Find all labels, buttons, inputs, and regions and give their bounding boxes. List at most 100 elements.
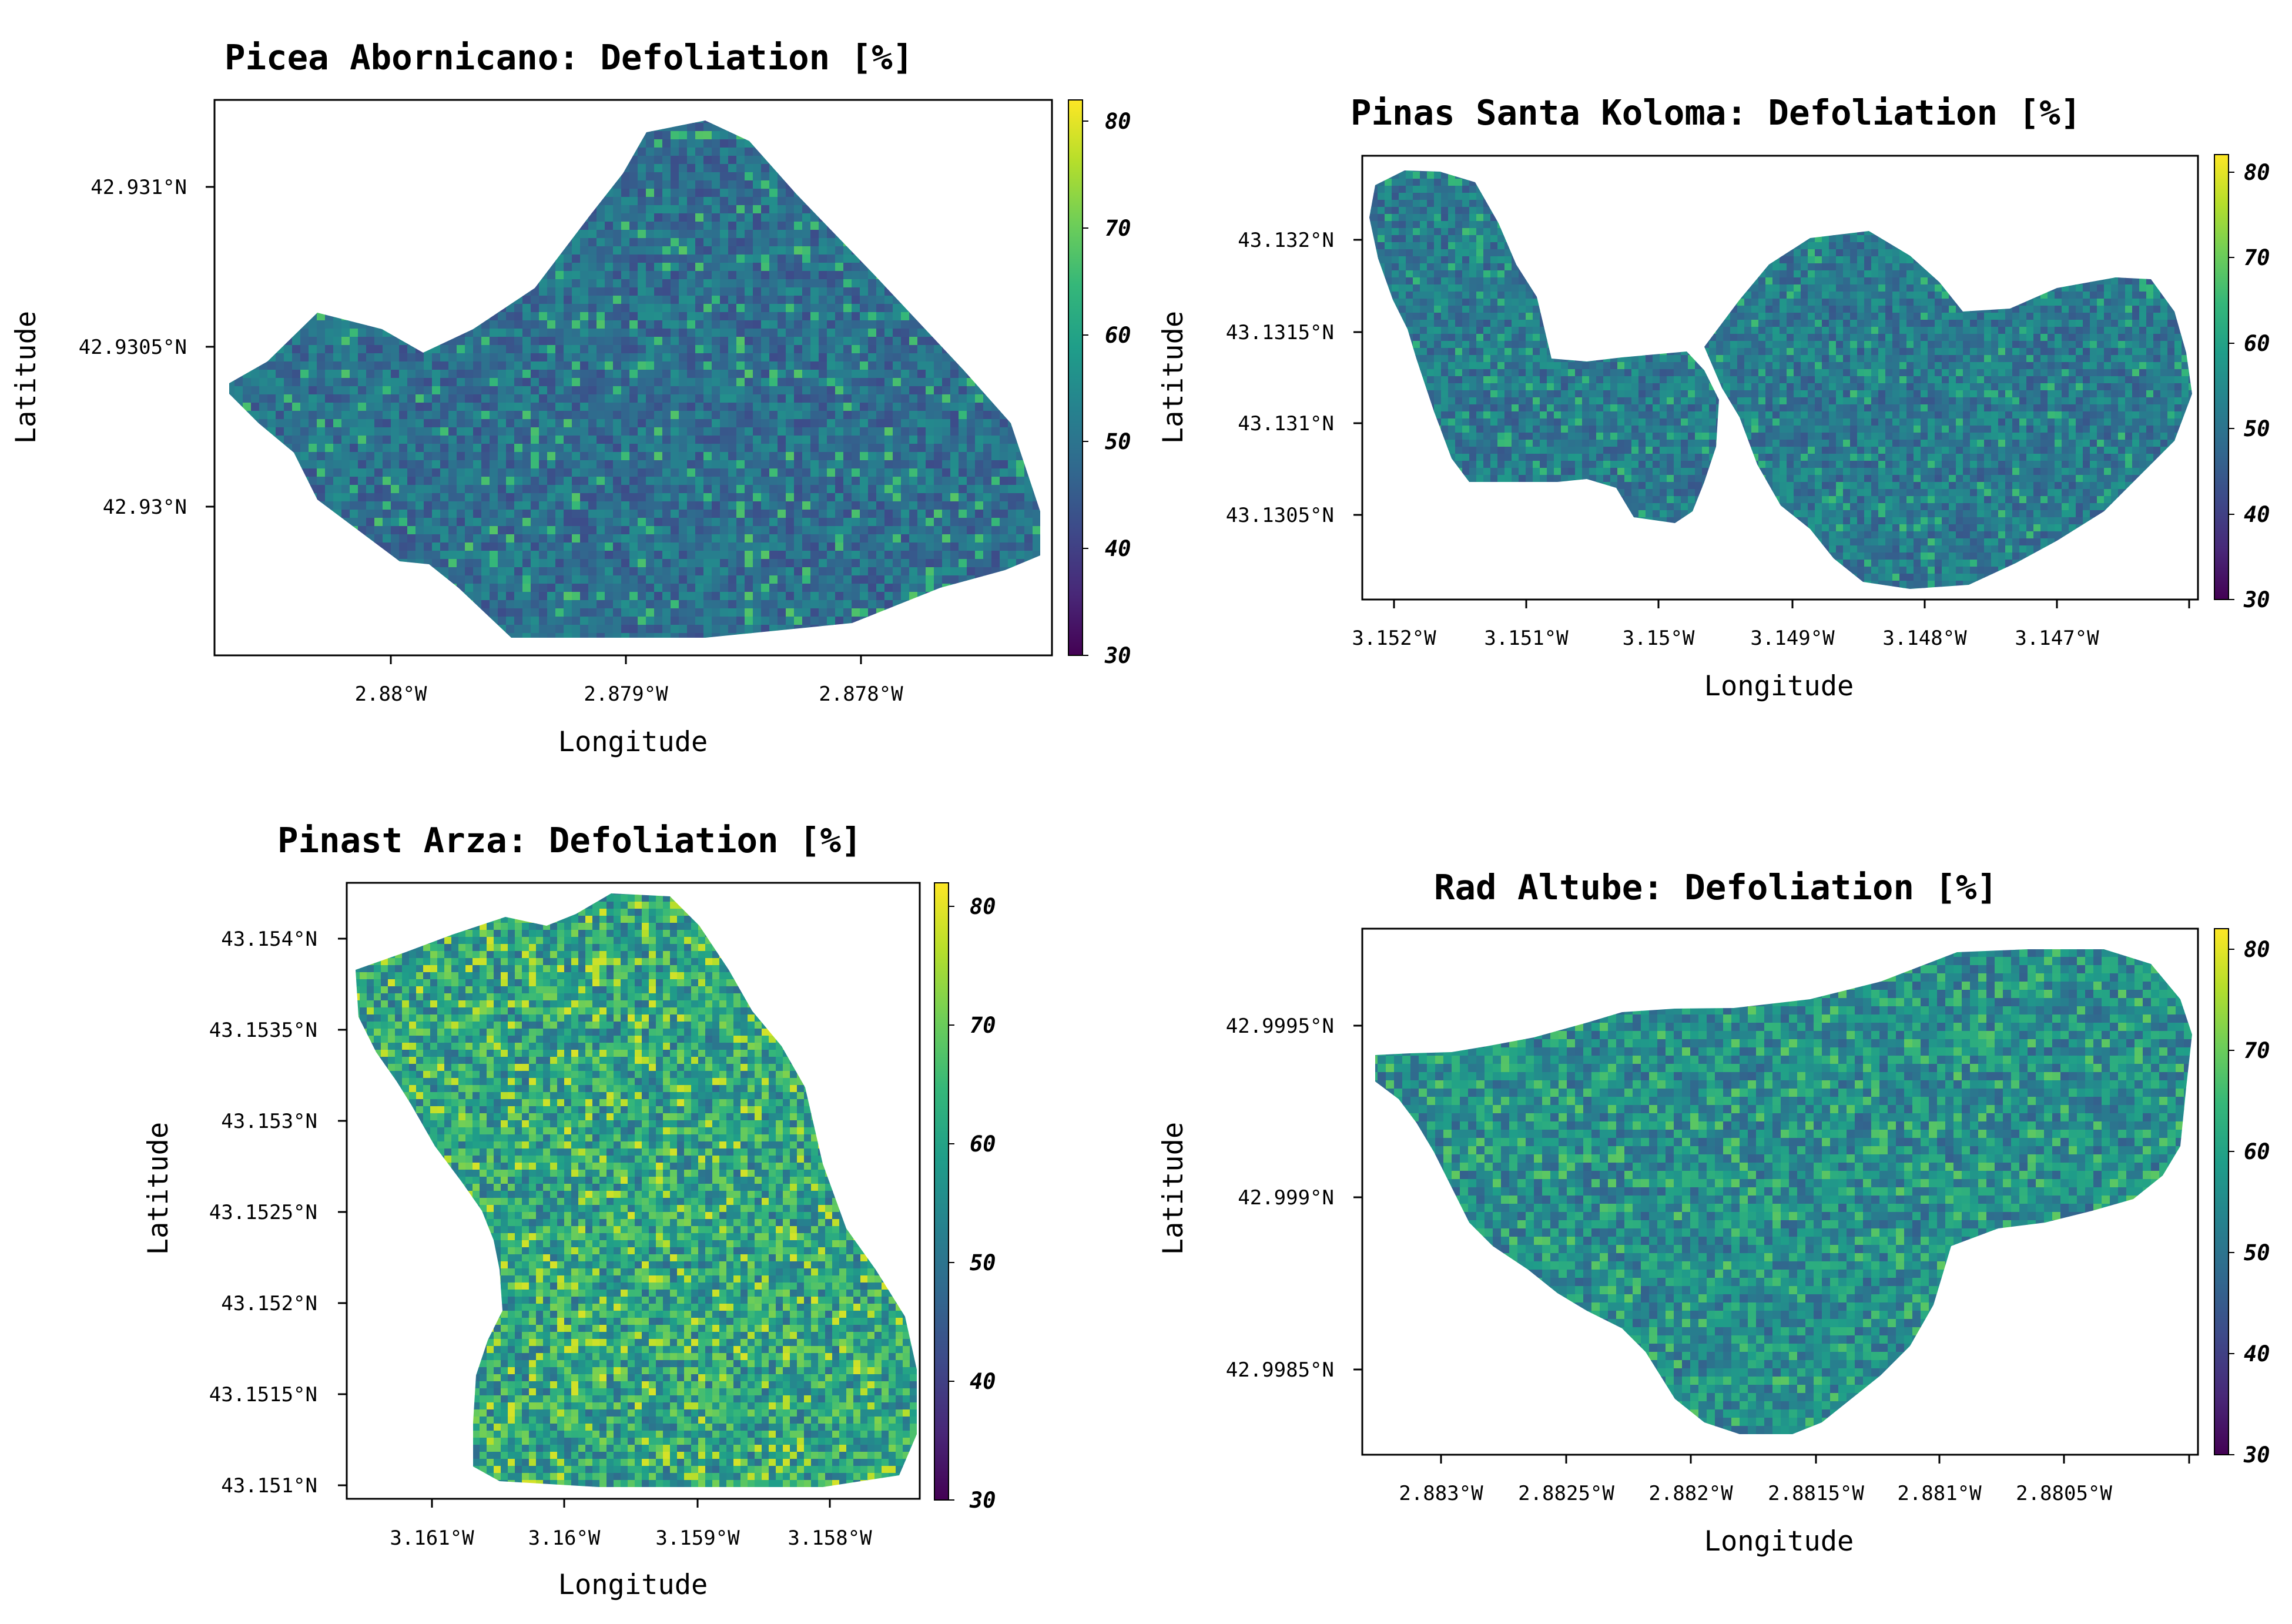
raster-cell (506, 403, 515, 411)
raster-cell (1016, 120, 1025, 123)
raster-cell (597, 172, 605, 181)
raster-cell (901, 353, 910, 362)
raster-cell (810, 444, 819, 453)
raster-cell (366, 345, 375, 354)
raster-cell (325, 189, 334, 197)
raster-cell (860, 172, 869, 181)
raster-cell (243, 222, 252, 230)
raster-cell (432, 370, 441, 379)
raster-cell (720, 205, 729, 214)
raster-cell (424, 120, 433, 123)
raster-cell (432, 477, 441, 485)
raster-cell (1024, 131, 1033, 140)
raster-cell (786, 197, 795, 206)
raster-cell (703, 452, 712, 461)
raster-cell (926, 427, 934, 436)
raster-cell (860, 312, 869, 321)
raster-cell (391, 148, 400, 156)
raster-cell (432, 403, 441, 411)
raster-cell (506, 213, 515, 222)
raster-cell (753, 411, 762, 420)
raster-cell (991, 501, 1000, 510)
raster-cell (703, 279, 712, 288)
raster-cell (580, 477, 589, 485)
raster-cell (588, 485, 597, 494)
raster-cell (761, 246, 770, 255)
raster-cell (876, 329, 885, 337)
raster-cell (432, 139, 441, 148)
raster-cell (712, 164, 721, 173)
raster-cell (827, 205, 836, 214)
raster-cell (440, 353, 449, 362)
raster-cell (819, 131, 827, 140)
raster-cell (415, 312, 424, 321)
raster-cell (514, 444, 523, 453)
raster-cell (498, 296, 507, 304)
raster-cell (448, 238, 457, 247)
raster-cell (745, 156, 753, 165)
raster-cell (531, 378, 540, 387)
raster-cell (745, 271, 753, 280)
raster-cell (374, 164, 383, 173)
raster-cell (942, 320, 951, 329)
raster-cell (539, 279, 548, 288)
raster-cell (1000, 370, 1008, 379)
raster-cell (292, 222, 301, 230)
raster-cell (720, 139, 729, 148)
raster-cell (646, 263, 655, 272)
raster-cell (917, 394, 926, 403)
raster-cell (506, 518, 515, 527)
raster-cell (391, 312, 400, 321)
raster-cell (695, 468, 704, 477)
raster-cell (695, 485, 704, 494)
raster-cell (415, 120, 424, 123)
raster-cell (366, 501, 375, 510)
raster-cell (967, 255, 976, 263)
raster-cell (1000, 394, 1008, 403)
raster-cell (251, 164, 260, 173)
raster-cell (778, 345, 786, 354)
raster-cell (991, 246, 1000, 255)
raster-cell (934, 444, 943, 453)
raster-cell (564, 164, 572, 173)
raster-cell (605, 180, 614, 189)
raster-cell (794, 263, 803, 272)
raster-cell (572, 213, 581, 222)
raster-cell (1000, 452, 1008, 461)
raster-cell (391, 361, 400, 370)
raster-cell (341, 411, 350, 420)
raster-cell (679, 213, 688, 222)
raster-cell (383, 156, 391, 165)
raster-cell (613, 518, 622, 527)
raster-cell (229, 164, 235, 173)
raster-cell (350, 263, 358, 272)
raster-cell (539, 427, 548, 436)
raster-cell (621, 436, 630, 444)
raster-cell (522, 493, 531, 502)
raster-cell (769, 468, 778, 477)
raster-cell (325, 370, 334, 379)
raster-cell (506, 312, 515, 321)
raster-cell (703, 164, 712, 173)
raster-cell (1041, 304, 1050, 313)
raster-cell (1008, 312, 1017, 321)
raster-cell (490, 263, 498, 272)
raster-cell (300, 361, 309, 370)
raster-cell (432, 518, 441, 527)
raster-cell (473, 230, 482, 239)
raster-cell (514, 337, 523, 346)
raster-cell (679, 411, 688, 420)
raster-cell (827, 164, 836, 173)
raster-cell (950, 493, 959, 502)
raster-cell (983, 222, 992, 230)
raster-cell (950, 320, 959, 329)
raster-cell (251, 460, 260, 469)
raster-cell (1033, 120, 1040, 123)
raster-cell (761, 452, 770, 461)
raster-cell (629, 164, 638, 173)
raster-cell (300, 427, 309, 436)
raster-cell (457, 477, 465, 485)
raster-cell (317, 386, 326, 395)
raster-cell (1008, 345, 1017, 354)
raster-cell (778, 353, 786, 362)
